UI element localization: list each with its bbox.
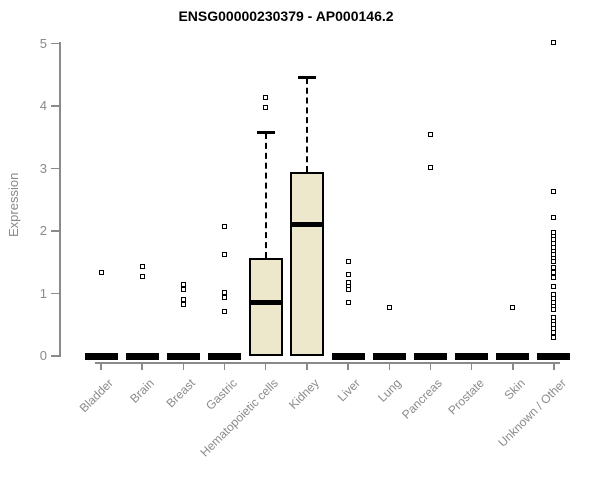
boxplot-median-hematopoietic-cells (250, 299, 281, 305)
boxplot-outlier-gastric (222, 295, 228, 301)
boxplot-collapsed-median-breast (166, 352, 200, 360)
boxplot-outlier-unknown-other (551, 274, 557, 280)
boxplot-outlier-liver (345, 287, 351, 293)
y-axis-tick-label: 4 (39, 98, 47, 113)
x-axis-tick (141, 362, 143, 370)
x-axis-tick (553, 362, 555, 370)
boxplot-collapsed-median-prostate (455, 352, 489, 360)
boxplot-outlier-gastric (222, 223, 228, 229)
boxplot-outlier-unknown-other (551, 335, 557, 341)
x-axis-tick (388, 362, 390, 370)
x-axis-tick (182, 362, 185, 370)
boxplot-outlier-liver (345, 300, 351, 306)
boxplot-outlier-gastric (222, 252, 228, 258)
boxplot-upper-whisker-hematopoietic-cells (264, 132, 267, 258)
boxplot-outlier-unknown-other (551, 330, 557, 336)
x-axis-tick-label-skin: Skin (501, 376, 528, 403)
boxplot-outlier-hematopoietic-cells (263, 95, 269, 101)
x-axis-tick-label-brain: Brain (127, 376, 158, 406)
x-axis-tick (100, 362, 102, 370)
boxplot-collapsed-median-gastric (208, 352, 242, 360)
boxplot-outlier-liver (345, 258, 351, 264)
x-axis-tick-label-prostate: Prostate (444, 376, 487, 418)
boxplot-outlier-gastric (222, 308, 228, 314)
x-axis-tick (347, 362, 349, 370)
boxplot-collapsed-median-lung (372, 352, 406, 360)
y-axis-tick (51, 355, 59, 357)
boxplot-outlier-breast (180, 301, 186, 307)
boxplot-collapsed-median-bladder (84, 352, 118, 360)
x-axis-tick-label-kidney: Kidney (285, 376, 322, 412)
boxplot-box-kidney (289, 172, 324, 356)
boxplot-upper-whisker-cap-hematopoietic-cells (256, 131, 275, 135)
y-axis-tick-label: 1 (39, 285, 47, 301)
boxplot-outlier-breast (180, 281, 186, 287)
x-axis-tick (264, 362, 267, 370)
chart-title: ENSG00000230379 - AP000146.2 (178, 8, 394, 24)
boxplot-outlier-brain (139, 263, 145, 269)
boxplot-outlier-liver (345, 271, 351, 277)
y-axis-line (59, 42, 61, 357)
boxplot-outlier-lung (386, 305, 392, 311)
boxplot-outlier-pancreas (427, 131, 433, 137)
boxplot-outlier-bladder (98, 269, 104, 275)
y-axis-tick (51, 105, 59, 107)
x-axis-tick (429, 362, 432, 370)
boxplot-collapsed-median-brain (125, 352, 159, 360)
boxplot-outlier-unknown-other (551, 265, 557, 271)
boxplot-median-kidney (291, 222, 322, 228)
boxplot-outlier-unknown-other (551, 214, 557, 220)
x-axis-line (95, 362, 560, 364)
x-axis-tick-label-bladder: Bladder (76, 376, 116, 416)
boxplot-outlier-gastric (222, 290, 228, 296)
y-axis-tick (51, 42, 59, 45)
y-axis-tick-label: 0 (39, 348, 47, 363)
y-axis-tick (51, 167, 59, 170)
boxplot-outlier-breast (180, 296, 186, 302)
y-axis-tick-label: 2 (39, 223, 47, 238)
boxplot-outlier-unknown-other (551, 307, 557, 313)
x-axis-tick (306, 362, 308, 370)
boxplot-outlier-pancreas (427, 165, 433, 171)
boxplot-collapsed-median-liver (331, 352, 365, 360)
boxplot-collapsed-median-skin (496, 352, 530, 360)
y-axis-tick (51, 230, 59, 232)
x-axis-tick (470, 362, 473, 370)
x-axis-tick (512, 362, 514, 370)
boxplot-box-hematopoietic-cells (248, 257, 283, 356)
boxplot-outlier-unknown-other (551, 258, 557, 264)
boxplot-outlier-unknown-other (551, 40, 557, 46)
boxplot-outlier-skin (510, 304, 516, 310)
y-axis-tick-label: 3 (39, 160, 47, 176)
y-axis-tick-label: 5 (39, 35, 47, 51)
x-axis-tick-label-breast: Breast (163, 376, 199, 411)
x-axis-tick-label-pancreas: Pancreas (399, 376, 446, 422)
boxplot-upper-whisker-kidney (305, 77, 308, 173)
x-axis-tick-label-liver: Liver (334, 376, 363, 405)
boxplot-outlier-breast (180, 286, 186, 292)
boxplot-collapsed-median-pancreas (413, 352, 447, 360)
boxplot-outlier-unknown-other (551, 188, 557, 194)
boxplot-collapsed-median-unknown-other (537, 352, 571, 360)
boxplot-outlier-brain (139, 273, 145, 279)
y-axis-tick (51, 292, 59, 295)
x-axis-tick-label-lung: Lung (375, 376, 405, 405)
x-axis-tick-label-hematopoietic-cells: Hematopoietic cells (197, 376, 281, 460)
boxplot-upper-whisker-cap-kidney (297, 76, 316, 80)
x-axis-tick-label-gastric: Gastric (202, 376, 240, 413)
x-axis-tick (223, 362, 226, 370)
boxplot-outlier-hematopoietic-cells (263, 105, 269, 111)
boxplot-outlier-unknown-other (551, 283, 557, 289)
